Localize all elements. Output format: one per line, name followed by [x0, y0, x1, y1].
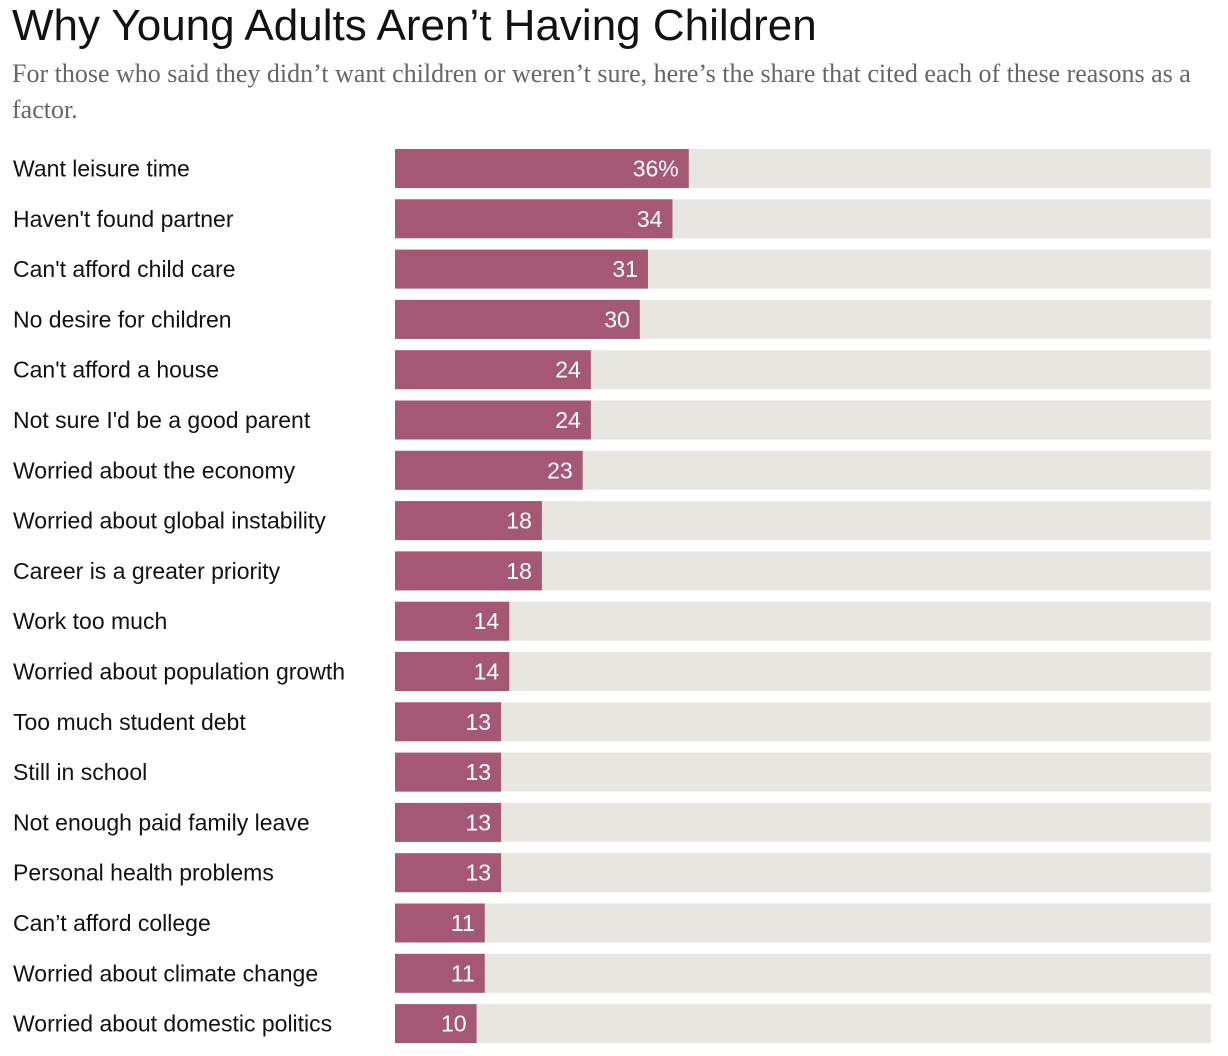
category-label: Can’t afford college — [13, 910, 211, 936]
bar — [395, 953, 485, 993]
value-label: 18 — [506, 558, 532, 584]
bar — [395, 652, 510, 691]
bar-row: Haven't found partner 34 — [13, 199, 1211, 239]
bar-row: Worried about the economy 23 — [13, 450, 1211, 490]
chart-title: Why Young Adults Aren’t Having Children — [12, 1, 817, 50]
value-label: 30 — [604, 306, 630, 332]
value-label: 10 — [441, 1011, 467, 1037]
value-label: 31 — [612, 256, 638, 282]
category-label: Worried about the economy — [13, 457, 296, 483]
chart-subtitle: For those who said they didn’t want chil… — [12, 59, 1191, 124]
bar-track — [395, 953, 1211, 993]
category-label: Haven't found partner — [13, 206, 234, 232]
category-label: Still in school — [13, 759, 147, 785]
bar-track — [395, 702, 1211, 742]
value-label: 11 — [451, 910, 475, 936]
bar-row: Worried about global instability 18 — [13, 501, 1211, 541]
value-label: 13 — [465, 759, 491, 785]
category-label: Not enough paid family leave — [13, 809, 310, 835]
category-label: Career is a greater priority — [13, 558, 281, 584]
value-label: 24 — [555, 357, 581, 383]
bar-row: Career is a greater priority 18 — [13, 551, 1211, 591]
category-label: Too much student debt — [13, 709, 246, 735]
category-label: Work too much — [13, 608, 167, 634]
bar-row: Want leisure time 36% — [13, 149, 1211, 188]
bar — [395, 853, 502, 893]
bar — [395, 400, 591, 440]
bar-row: Still in school 13 — [13, 752, 1211, 792]
bar-row: Personal health problems 13 — [13, 853, 1211, 893]
bar — [395, 1004, 477, 1044]
bar — [395, 601, 510, 641]
category-label: Want leisure time — [13, 156, 190, 182]
bar-row: Work too much 14 — [13, 601, 1211, 641]
category-label: Worried about global instability — [13, 508, 326, 534]
value-label: 13 — [465, 809, 491, 835]
bar-track — [395, 853, 1211, 893]
value-label: 14 — [474, 608, 500, 634]
bar — [395, 501, 542, 541]
value-label: 18 — [506, 508, 532, 534]
value-label: 13 — [465, 709, 491, 735]
bar-track — [395, 903, 1211, 943]
bar-row: Can't afford child care 31 — [13, 249, 1211, 289]
bar-row: Can't afford a house 24 — [13, 350, 1211, 390]
bar — [395, 249, 648, 289]
bar — [395, 450, 583, 490]
bar-row: Not sure I'd be a good parent 24 — [13, 400, 1211, 440]
category-label: Worried about population growth — [13, 659, 345, 685]
bar-row: Can’t afford college 11 — [13, 903, 1211, 943]
category-label: Worried about climate change — [13, 960, 318, 986]
category-label: Can't afford a house — [13, 357, 219, 383]
bar-row: Too much student debt 13 — [13, 702, 1211, 742]
bar — [395, 551, 542, 591]
bar-row: No desire for children 30 — [13, 299, 1211, 339]
bar — [395, 350, 591, 390]
bar — [395, 903, 485, 943]
category-label: Not sure I'd be a good parent — [13, 407, 311, 433]
value-label: 14 — [474, 659, 500, 685]
bar-row: Worried about population growth 14 — [13, 652, 1211, 691]
bar-track — [395, 802, 1211, 842]
bar — [395, 802, 502, 842]
value-label: 34 — [637, 206, 663, 232]
value-label: 11 — [451, 960, 475, 986]
bar — [395, 702, 502, 742]
bar-track — [395, 601, 1211, 641]
value-label: 23 — [547, 457, 573, 483]
bar — [395, 199, 673, 239]
bar — [395, 299, 640, 339]
bar — [395, 752, 502, 792]
bar-row: Worried about climate change 11 — [13, 953, 1211, 993]
value-label: 13 — [465, 860, 491, 886]
bar-track — [395, 752, 1211, 792]
category-label: Personal health problems — [13, 860, 274, 886]
bar-track — [395, 1004, 1211, 1044]
bar — [395, 149, 689, 188]
bar-track — [395, 652, 1211, 691]
bar-row: Not enough paid family leave 13 — [13, 802, 1211, 842]
value-label: 36% — [633, 156, 679, 182]
category-label: No desire for children — [13, 306, 232, 332]
category-label: Can't afford child care — [13, 256, 236, 282]
category-label: Worried about domestic politics — [13, 1011, 332, 1037]
bar-row: Worried about domestic politics 10 — [13, 1004, 1211, 1044]
value-label: 24 — [555, 407, 581, 433]
